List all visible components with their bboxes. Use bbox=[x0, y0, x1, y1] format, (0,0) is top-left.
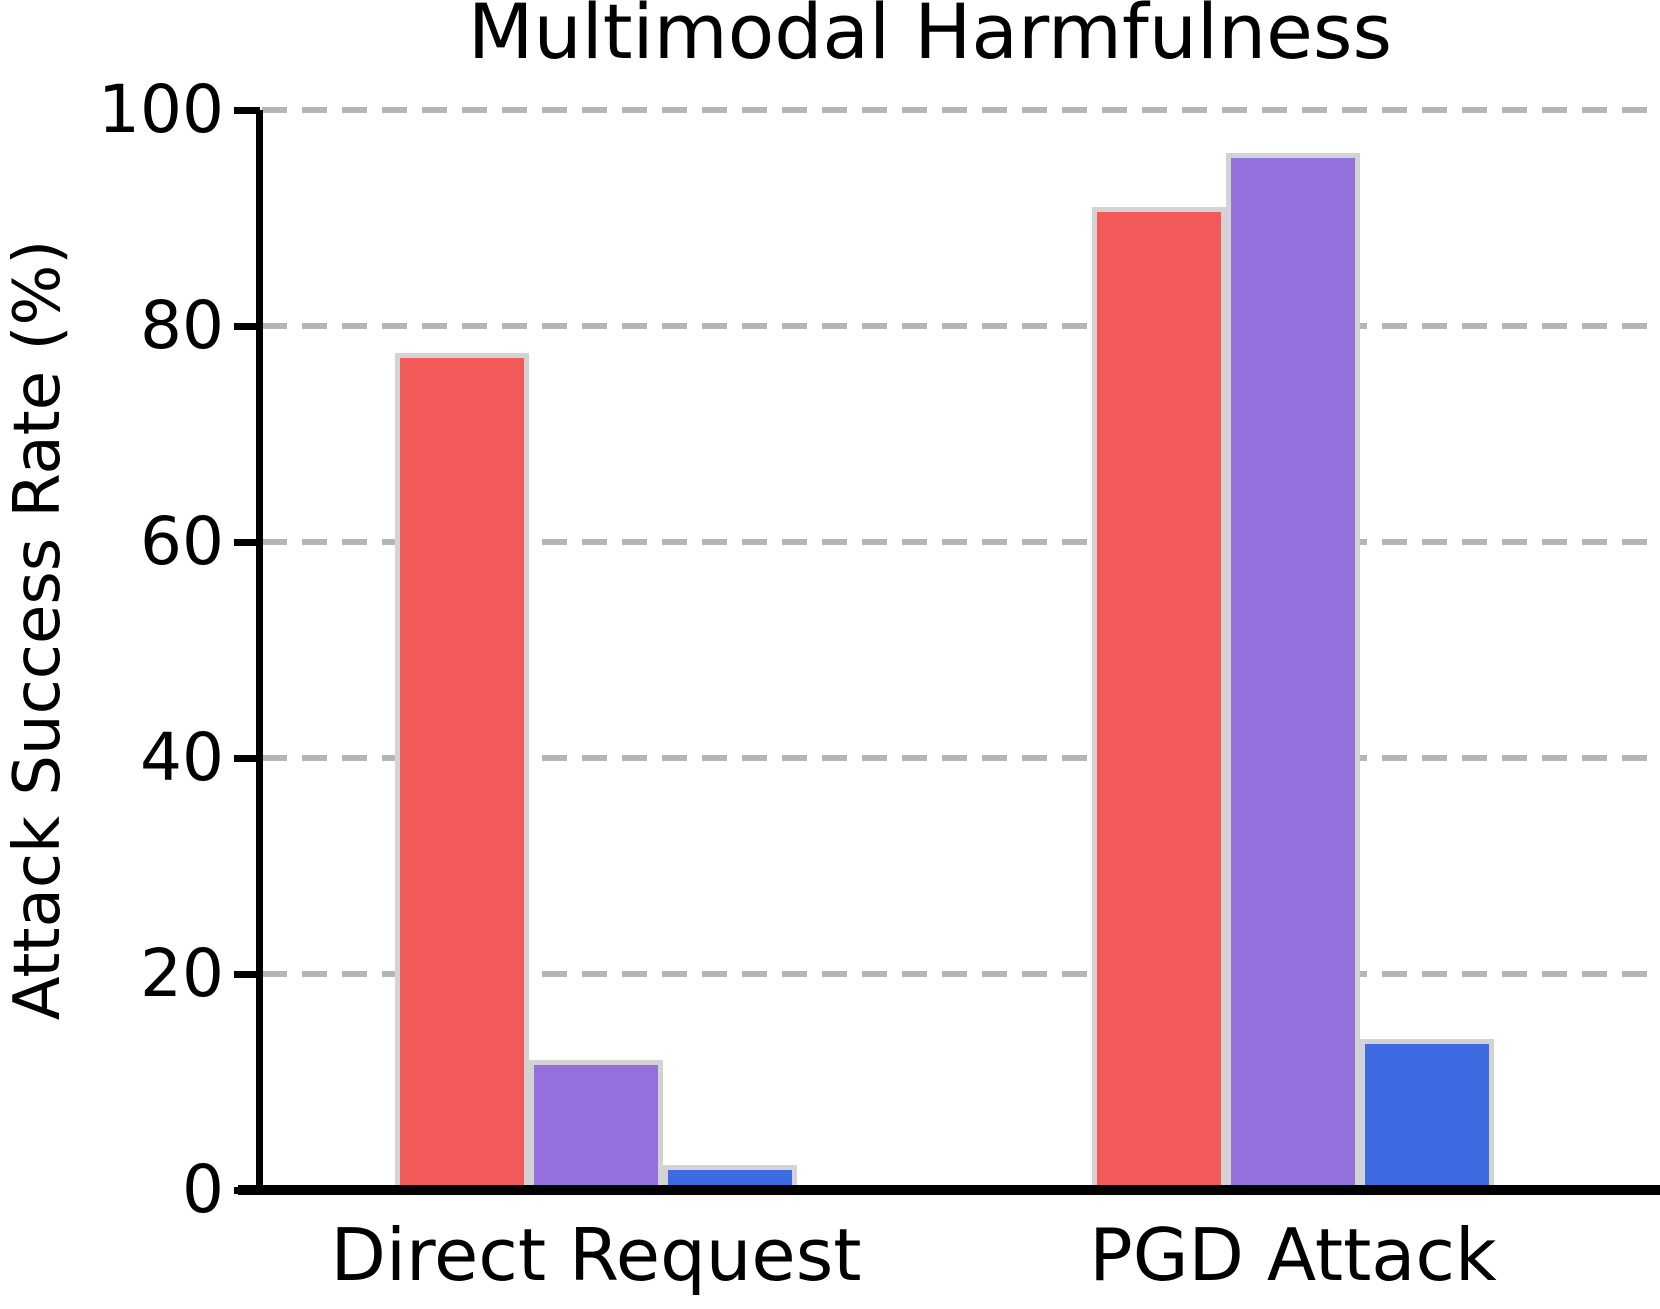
gridline-40 bbox=[262, 755, 1660, 761]
y-tick-mark-60 bbox=[234, 539, 260, 546]
bar-pgd-attack-blue bbox=[1360, 1038, 1494, 1190]
x-category-label-pgd-attack: PGD Attack bbox=[1089, 1213, 1497, 1297]
y-tick-mark-20 bbox=[234, 971, 260, 978]
plot-area bbox=[262, 107, 1660, 1190]
y-tick-label-0: 0 bbox=[182, 1151, 224, 1228]
gridline-100 bbox=[262, 107, 1660, 113]
y-tick-label-80: 80 bbox=[140, 287, 224, 364]
gridline-20 bbox=[262, 971, 1660, 977]
y-tick-label-60: 60 bbox=[140, 503, 224, 580]
gridline-60 bbox=[262, 539, 1660, 545]
y-tick-label-20: 20 bbox=[140, 935, 224, 1012]
y-tick-mark-100 bbox=[234, 107, 260, 114]
gridline-80 bbox=[262, 323, 1660, 329]
y-axis-spine bbox=[256, 110, 263, 1193]
y-tick-mark-80 bbox=[234, 323, 260, 330]
y-tick-label-100: 100 bbox=[98, 71, 224, 148]
y-tick-mark-40 bbox=[234, 755, 260, 762]
chart-title: Multimodal Harmfulness bbox=[467, 0, 1393, 76]
y-tick-label-40: 40 bbox=[140, 719, 224, 796]
x-axis-spine bbox=[238, 1185, 1660, 1195]
bar-direct-request-red bbox=[395, 353, 529, 1190]
bar-direct-request-purple bbox=[529, 1060, 663, 1190]
bar-pgd-attack-purple bbox=[1226, 153, 1360, 1190]
x-category-label-direct-request: Direct Request bbox=[330, 1213, 862, 1297]
bar-pgd-attack-red bbox=[1092, 207, 1226, 1190]
